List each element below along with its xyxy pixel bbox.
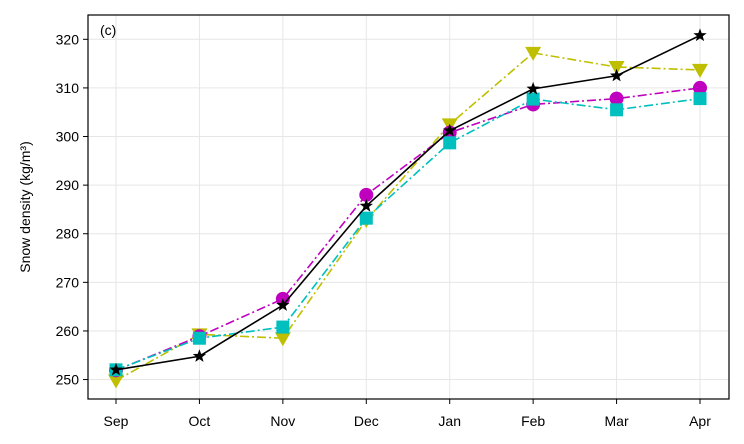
data-point-star bbox=[276, 298, 290, 311]
y-tick-label: 300 bbox=[56, 129, 80, 145]
data-point-square bbox=[359, 211, 373, 225]
data-point-star bbox=[693, 28, 707, 42]
data-point-triangle bbox=[525, 46, 542, 61]
x-tick-label: Dec bbox=[354, 413, 379, 429]
data-point-triangle bbox=[108, 374, 124, 389]
data-point-star bbox=[526, 81, 540, 95]
series-line bbox=[115, 87, 701, 372]
series-3 bbox=[109, 28, 707, 376]
x-tick-label: Sep bbox=[104, 413, 129, 429]
data-point-square bbox=[526, 92, 540, 106]
y-axis: 250 260 270 280 290 300 310 320 bbox=[56, 31, 88, 388]
data-point-star bbox=[443, 123, 457, 137]
panel-label: (c) bbox=[100, 22, 116, 38]
x-tick-label: Nov bbox=[270, 413, 295, 429]
y-tick-label: 260 bbox=[56, 323, 80, 339]
y-tick-label: 250 bbox=[56, 372, 80, 388]
x-axis: Sep Oct Nov Dec Jan Feb Mar Apr bbox=[104, 399, 711, 429]
data-point-star bbox=[109, 362, 123, 376]
y-axis-title: Snow density (kg/m³) bbox=[17, 141, 33, 272]
x-tick-label: Oct bbox=[189, 413, 211, 429]
data-point-square bbox=[276, 320, 290, 334]
series-line bbox=[115, 34, 701, 371]
data-point-triangle bbox=[608, 61, 625, 76]
x-tick-label: Jan bbox=[438, 413, 461, 429]
x-tick-label: Apr bbox=[689, 413, 711, 429]
data-point-star bbox=[192, 349, 207, 362]
data-point-square bbox=[192, 331, 206, 345]
data-point-circle bbox=[693, 80, 707, 95]
series-layer bbox=[108, 28, 708, 389]
series-2 bbox=[109, 92, 707, 377]
series-line bbox=[115, 52, 701, 382]
data-point-star bbox=[359, 199, 373, 212]
x-tick-label: Mar bbox=[605, 413, 629, 429]
data-point-square bbox=[443, 136, 457, 150]
x-tick-label: Feb bbox=[521, 413, 545, 429]
y-tick-label: 320 bbox=[56, 31, 80, 47]
data-point-triangle bbox=[274, 332, 291, 347]
data-point-circle bbox=[609, 91, 624, 106]
y-tick-label: 270 bbox=[56, 274, 80, 290]
data-point-square bbox=[610, 103, 624, 117]
y-tick-label: 290 bbox=[56, 177, 80, 193]
data-point-star bbox=[609, 68, 624, 82]
data-point-circle bbox=[359, 187, 374, 202]
series-line bbox=[115, 97, 701, 371]
y-tick-label: 280 bbox=[56, 226, 80, 242]
data-point-triangle bbox=[692, 63, 708, 78]
data-point-square bbox=[693, 92, 707, 106]
plot-frame bbox=[87, 14, 730, 400]
y-tick-label: 310 bbox=[56, 80, 80, 96]
